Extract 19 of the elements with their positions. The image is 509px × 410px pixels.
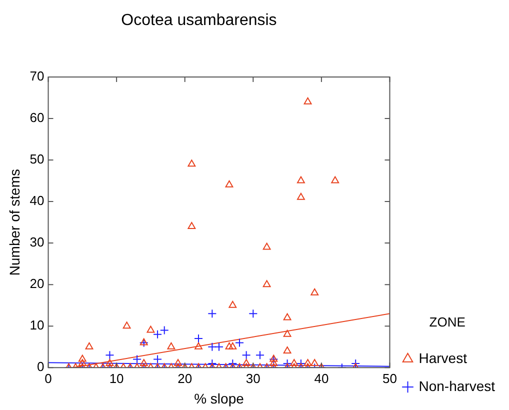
y-tick-label: 60: [30, 110, 44, 126]
x-tick-label: 10: [109, 370, 124, 386]
y-axis-title: Number of stems: [6, 169, 22, 276]
y-tick-label: 50: [30, 152, 44, 167]
y-tick-label: 40: [30, 193, 44, 208]
y-tick-label: 10: [30, 318, 44, 333]
legend-label: Non-harvest: [418, 378, 496, 394]
legend-label: Harvest: [418, 350, 468, 366]
x-tick-label: 20: [178, 370, 192, 386]
x-tick-label: 50: [382, 370, 397, 386]
y-tick-label: 20: [30, 276, 44, 292]
chart-title: Ocotea usambarensis: [120, 12, 278, 30]
y-tick-label: 0: [37, 359, 44, 374]
legend-title: ZONE: [429, 314, 466, 330]
x-tick-label: 30: [246, 370, 260, 386]
x-tick-label: 40: [314, 370, 329, 386]
x-axis-title: % slope: [194, 390, 244, 406]
y-tick-label: 30: [30, 234, 44, 250]
y-tick-label: 70: [30, 68, 44, 84]
